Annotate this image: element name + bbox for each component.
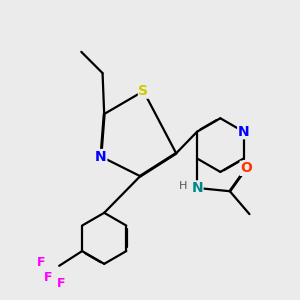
Text: F: F: [44, 271, 52, 284]
Text: F: F: [37, 256, 46, 269]
Text: N: N: [191, 181, 203, 195]
Text: S: S: [139, 84, 148, 98]
Text: F: F: [57, 277, 65, 290]
Text: O: O: [240, 161, 252, 175]
Text: N: N: [238, 125, 249, 139]
Text: N: N: [95, 149, 107, 164]
Text: H: H: [179, 181, 188, 191]
